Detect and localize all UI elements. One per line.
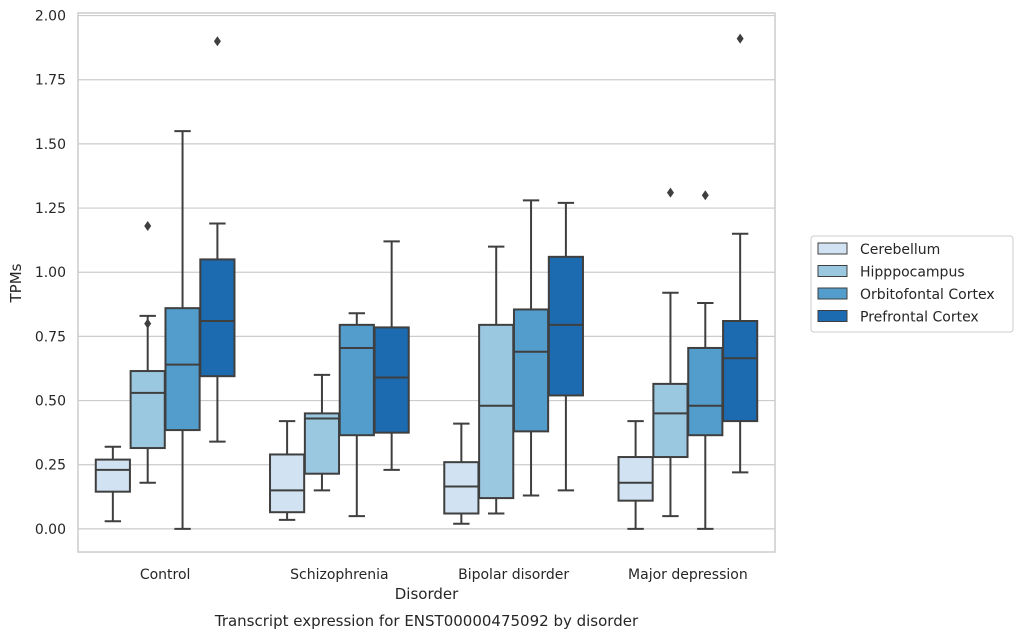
outlier-point (736, 33, 744, 44)
box-iqr (129, 370, 166, 450)
box-iqr (269, 453, 306, 514)
box-3-3 (722, 33, 759, 474)
box-1-0 (269, 420, 306, 521)
y-tick-label: 1.00 (35, 265, 66, 281)
outlier-point (213, 36, 221, 47)
box-0-3 (199, 36, 236, 443)
y-tick-label: 0.75 (35, 329, 66, 345)
legend-swatch (817, 287, 848, 300)
box-iqr (338, 323, 375, 437)
box-iqr (303, 412, 341, 475)
y-axis-label: TPMs (7, 263, 25, 303)
box-1-2 (338, 312, 375, 518)
box-1-3 (373, 240, 410, 471)
boxes (94, 33, 759, 530)
y-axis-ticks: 0.00 0.25 0.50 0.75 1.00 1.25 1.50 1.75 2.00 (35, 9, 66, 538)
x-axis-label: Disorder (395, 585, 459, 603)
box-iqr (617, 456, 654, 502)
box-2-0 (443, 422, 480, 525)
gridlines (78, 14, 775, 530)
x-tick-label: Schizophrenia (290, 567, 388, 583)
y-tick-label: 0.25 (35, 458, 66, 474)
legend-label: Hipppocampus (860, 265, 965, 281)
outlier-point (666, 187, 674, 198)
legend-label: Orbitofontal Cortex (860, 287, 995, 303)
y-tick-label: 2.00 (35, 9, 66, 25)
box-iqr (199, 258, 236, 378)
box-iqr (687, 346, 724, 437)
outlier-point (144, 318, 152, 329)
x-axis-ticks: Control Schizophrenia Bipolar disorder Majo… (140, 567, 748, 583)
plot-area (77, 12, 776, 553)
y-tick-label: 0.50 (35, 394, 66, 410)
y-tick-label: 0.00 (35, 522, 66, 538)
box-2-1 (478, 245, 515, 515)
box-iqr (547, 255, 584, 397)
box-3-2 (687, 190, 724, 530)
x-tick-label: Control (140, 567, 191, 583)
chart-caption: Transcript expression for ENST0000047509… (214, 612, 639, 630)
box-iqr (652, 382, 689, 459)
legend: Cerebellum Hipppocampus Orbitofontal Corte… (810, 235, 1014, 333)
legend-frame (810, 235, 1014, 333)
box-2-3 (547, 201, 584, 492)
legend-swatch (817, 310, 848, 322)
legend-swatch (817, 265, 848, 277)
box-iqr (164, 307, 201, 432)
outlier-point (144, 221, 152, 232)
x-tick-label: Major depression (628, 567, 748, 583)
y-tick-label: 1.75 (35, 73, 66, 89)
box-iqr (512, 308, 550, 433)
box-iqr (373, 326, 410, 434)
legend-swatch (817, 242, 848, 255)
box-iqr (722, 320, 759, 423)
box-iqr (443, 461, 480, 515)
x-tick-label: Bipolar disorder (458, 567, 569, 583)
box-3-0 (617, 420, 654, 530)
legend-label: Prefrontal Cortex (860, 310, 979, 326)
outlier-point (701, 190, 709, 201)
box-iqr (478, 323, 515, 500)
y-tick-label: 1.25 (35, 201, 66, 217)
legend-label: Cerebellum (860, 242, 940, 258)
box-1-1 (303, 373, 341, 492)
box-0-0 (94, 445, 131, 523)
box-iqr (94, 458, 131, 493)
box-3-1 (652, 187, 689, 518)
y-tick-label: 1.50 (35, 137, 66, 153)
